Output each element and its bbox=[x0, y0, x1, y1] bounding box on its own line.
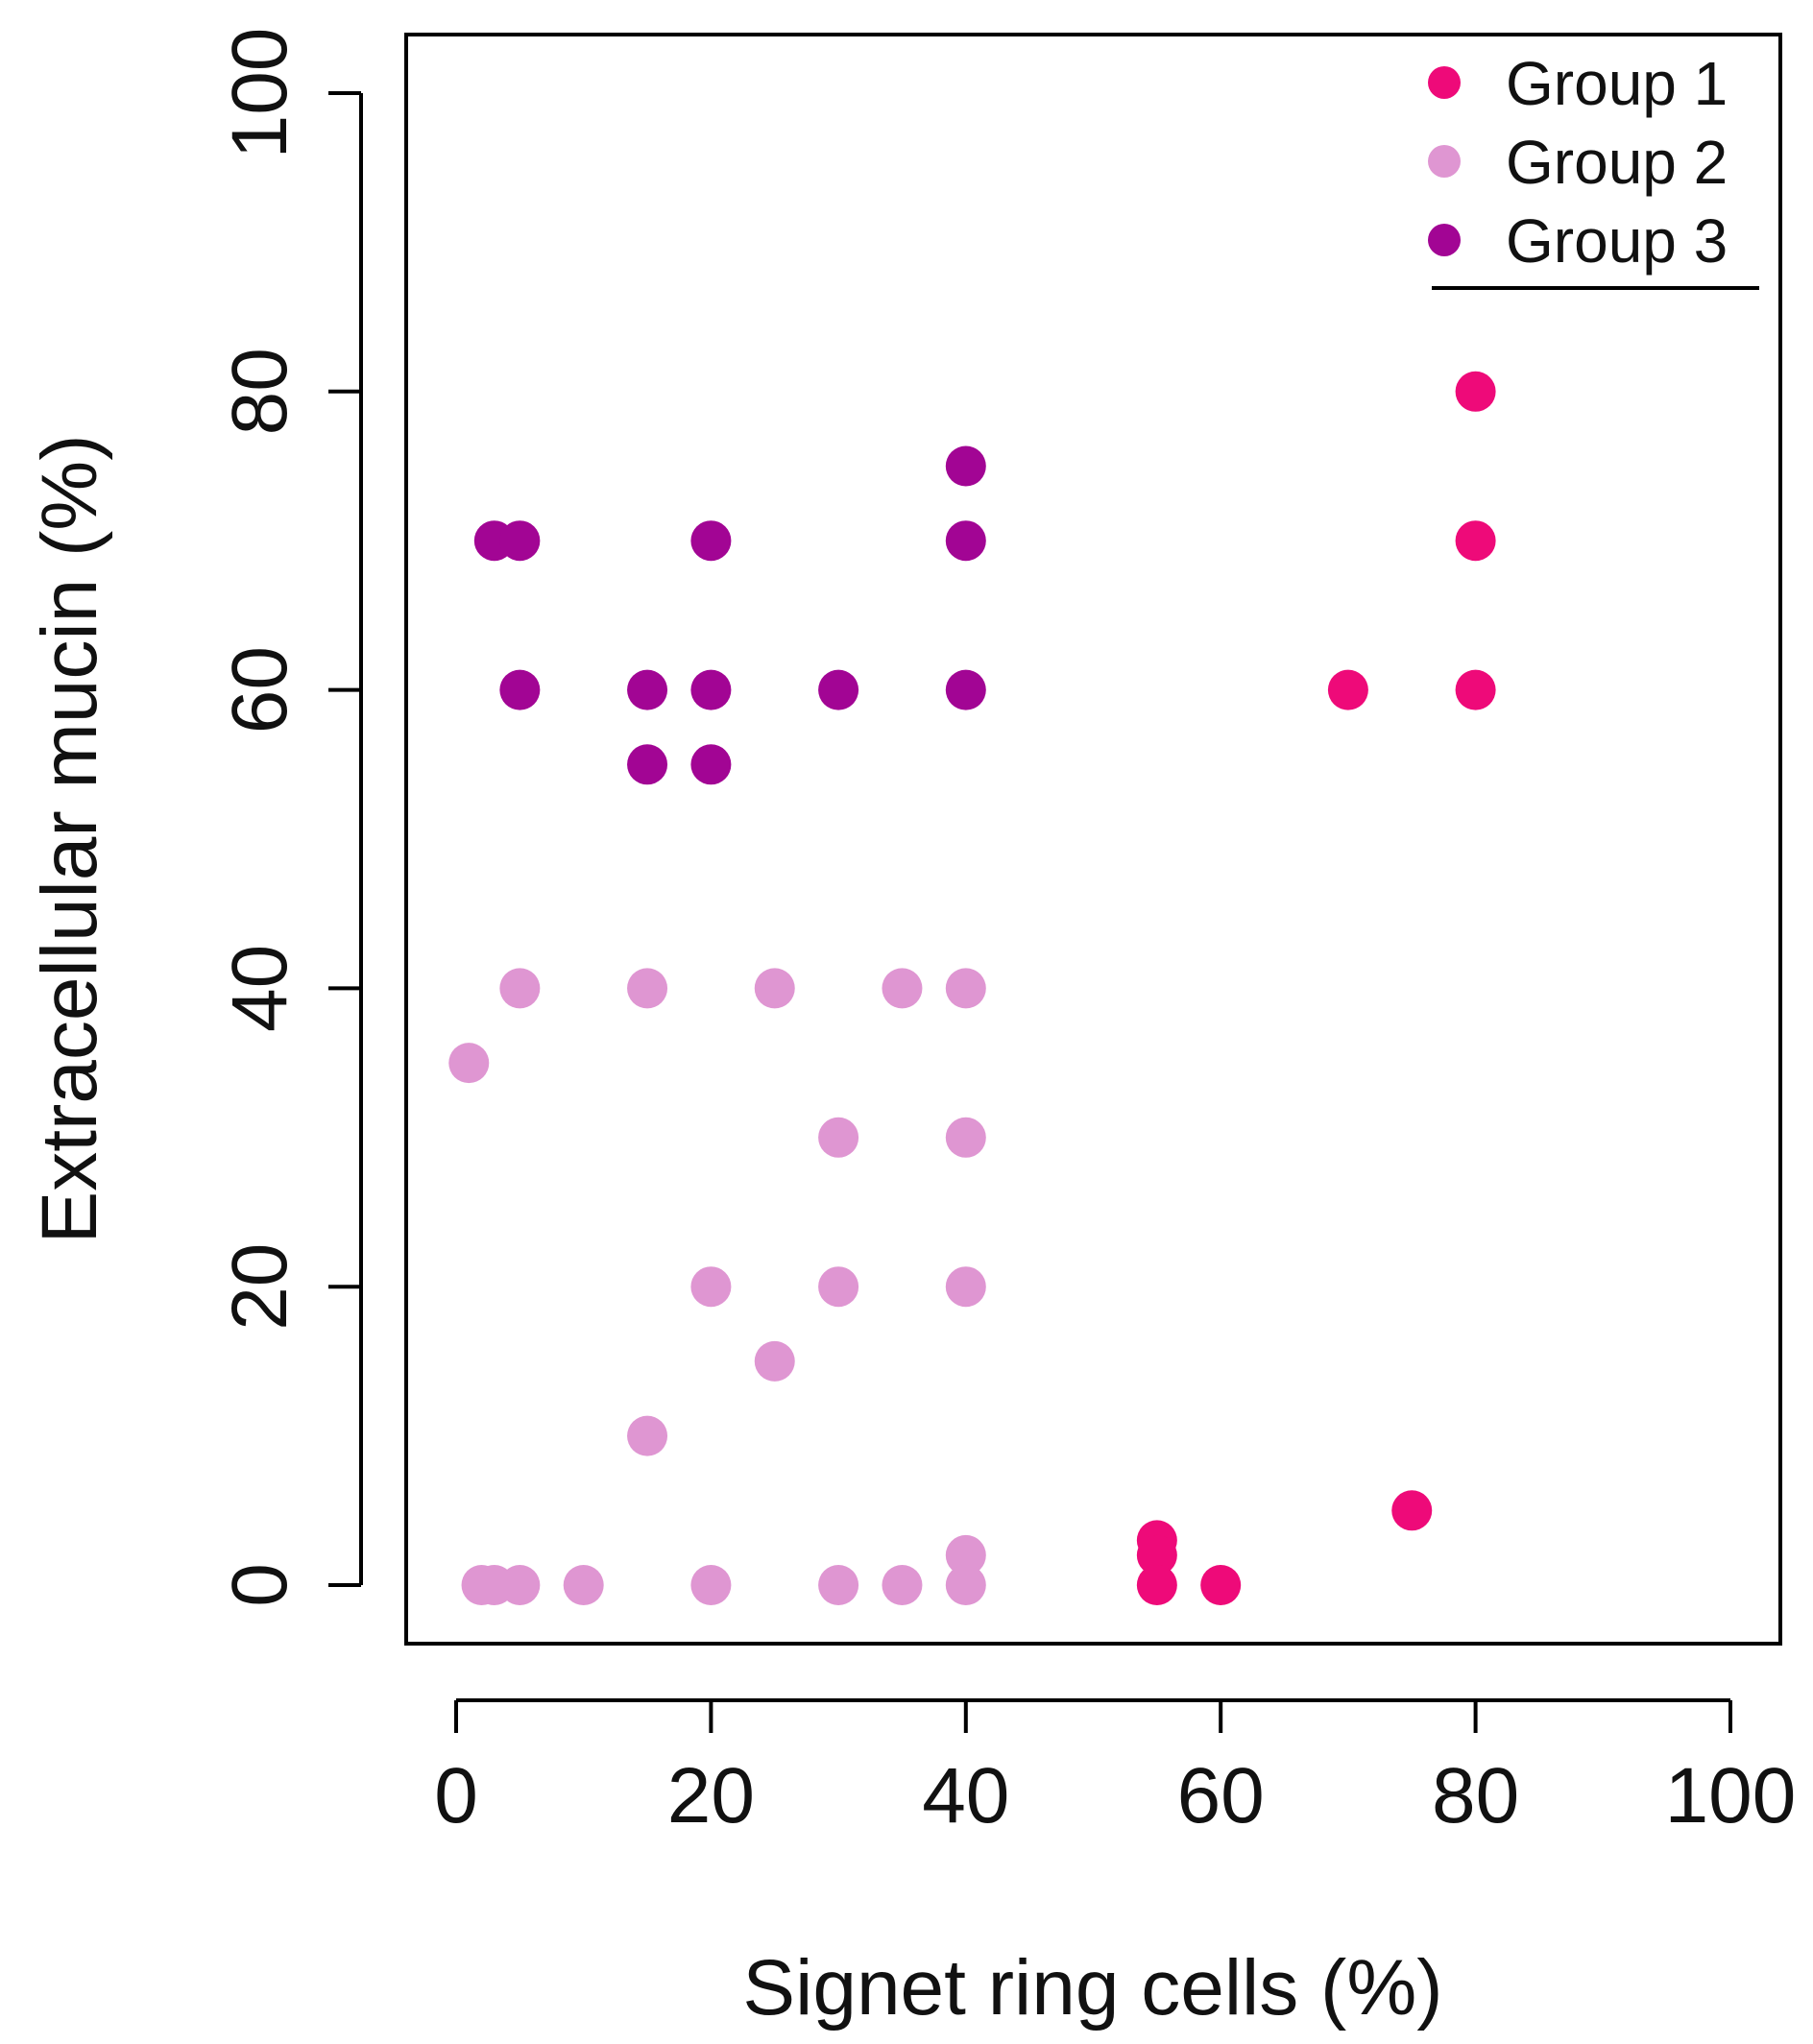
y-tick-label: 0 bbox=[216, 1563, 303, 1607]
group-2-point bbox=[945, 968, 986, 1009]
y-tick-label: 60 bbox=[216, 646, 303, 733]
group-3-point bbox=[690, 520, 732, 562]
plot-frame bbox=[404, 33, 1782, 1646]
group-3-point bbox=[818, 669, 859, 710]
group-2-point bbox=[754, 1340, 795, 1382]
group-3-point bbox=[499, 669, 541, 710]
group-1-point bbox=[1455, 669, 1496, 710]
group-3-point bbox=[945, 445, 986, 487]
group-3-point bbox=[690, 744, 732, 785]
group-2-point bbox=[499, 1565, 541, 1605]
legend-label-group-1: Group 1 bbox=[1506, 49, 1728, 118]
data-points bbox=[448, 371, 1496, 1605]
group-1-point bbox=[1136, 1534, 1177, 1575]
group-3-point bbox=[945, 669, 986, 710]
y-tick-label: 20 bbox=[216, 1243, 303, 1331]
group-2-point bbox=[627, 1415, 668, 1456]
group-3-point bbox=[945, 520, 986, 562]
group-3-point bbox=[499, 520, 541, 562]
group-2-point bbox=[945, 1266, 986, 1308]
x-tick-label: 20 bbox=[667, 1752, 755, 1840]
group-2-point bbox=[945, 1117, 986, 1158]
group-1-point bbox=[1455, 520, 1496, 562]
group-1-point bbox=[1136, 1565, 1177, 1605]
group-1-point bbox=[1455, 371, 1496, 412]
legend-label-group-3: Group 3 bbox=[1506, 206, 1728, 276]
group-2-point bbox=[690, 1266, 732, 1308]
x-tick-label: 40 bbox=[922, 1752, 1009, 1840]
group-2-point bbox=[690, 1565, 732, 1605]
y-tick-label: 40 bbox=[216, 945, 303, 1032]
y-axis: 0 20 40 60 80 100 bbox=[216, 28, 363, 1607]
legend-marker-group-1 bbox=[1428, 66, 1461, 99]
group-2-point bbox=[945, 1565, 986, 1605]
group-3-point bbox=[627, 744, 668, 785]
x-axis: 0 20 40 60 80 100 bbox=[434, 1698, 1797, 1840]
group-3-point bbox=[690, 669, 732, 710]
legend-marker-group-3 bbox=[1428, 224, 1461, 256]
group-2-point bbox=[754, 968, 795, 1009]
group-2-point bbox=[499, 968, 541, 1009]
group-2-point bbox=[627, 968, 668, 1009]
y-axis-title: Extracellular mucin (%) bbox=[26, 435, 113, 1244]
group-2-point bbox=[818, 1565, 859, 1605]
x-tick-label: 80 bbox=[1432, 1752, 1519, 1840]
x-tick-label: 60 bbox=[1177, 1752, 1265, 1840]
group-1-point bbox=[1200, 1565, 1242, 1605]
group-2-point bbox=[882, 1565, 923, 1605]
group-2-point bbox=[882, 968, 923, 1009]
group-1-point bbox=[1327, 669, 1368, 710]
group-2-point bbox=[448, 1043, 490, 1084]
x-tick-label: 0 bbox=[434, 1752, 478, 1840]
x-axis-title: Signet ring cells (%) bbox=[742, 1944, 1442, 2032]
legend-label-group-2: Group 2 bbox=[1506, 128, 1728, 197]
x-tick-label: 100 bbox=[1665, 1752, 1797, 1840]
group-2-point bbox=[945, 1534, 986, 1575]
group-2-point bbox=[818, 1117, 859, 1158]
group-2-point bbox=[563, 1565, 604, 1605]
legend: Group 1 Group 2 Group 3 bbox=[1428, 49, 1759, 290]
y-tick-label: 80 bbox=[216, 348, 303, 435]
group-2-point bbox=[818, 1266, 859, 1308]
group-1-point bbox=[1391, 1490, 1433, 1531]
legend-marker-group-2 bbox=[1428, 145, 1461, 178]
y-tick-label: 100 bbox=[216, 28, 303, 159]
group-3-point bbox=[627, 669, 668, 710]
